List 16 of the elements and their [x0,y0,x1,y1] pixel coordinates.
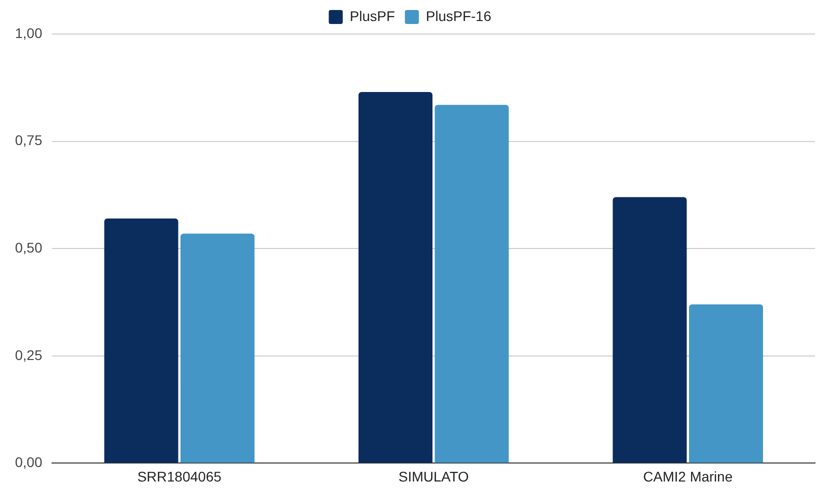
y-tick-label: 1,00 [15,24,42,41]
bar [104,218,178,463]
y-tick-label: 0,50 [15,239,42,256]
bar [689,304,764,463]
x-tick-label: SIMULATO [398,468,469,484]
x-tick-label: CAMI2 Marine [643,468,733,484]
bar [180,234,255,463]
bar [612,197,687,463]
bar [358,92,432,463]
y-tick-label: 0,00 [15,454,42,470]
y-tick-label: 0,75 [15,132,42,148]
legend-label: PlusPF [350,8,395,24]
legend-label: PlusPF-16 [426,8,492,24]
y-tick-label: 0,25 [15,346,42,363]
bar [434,104,509,463]
x-tick-label: SRR1804065 [137,468,222,484]
